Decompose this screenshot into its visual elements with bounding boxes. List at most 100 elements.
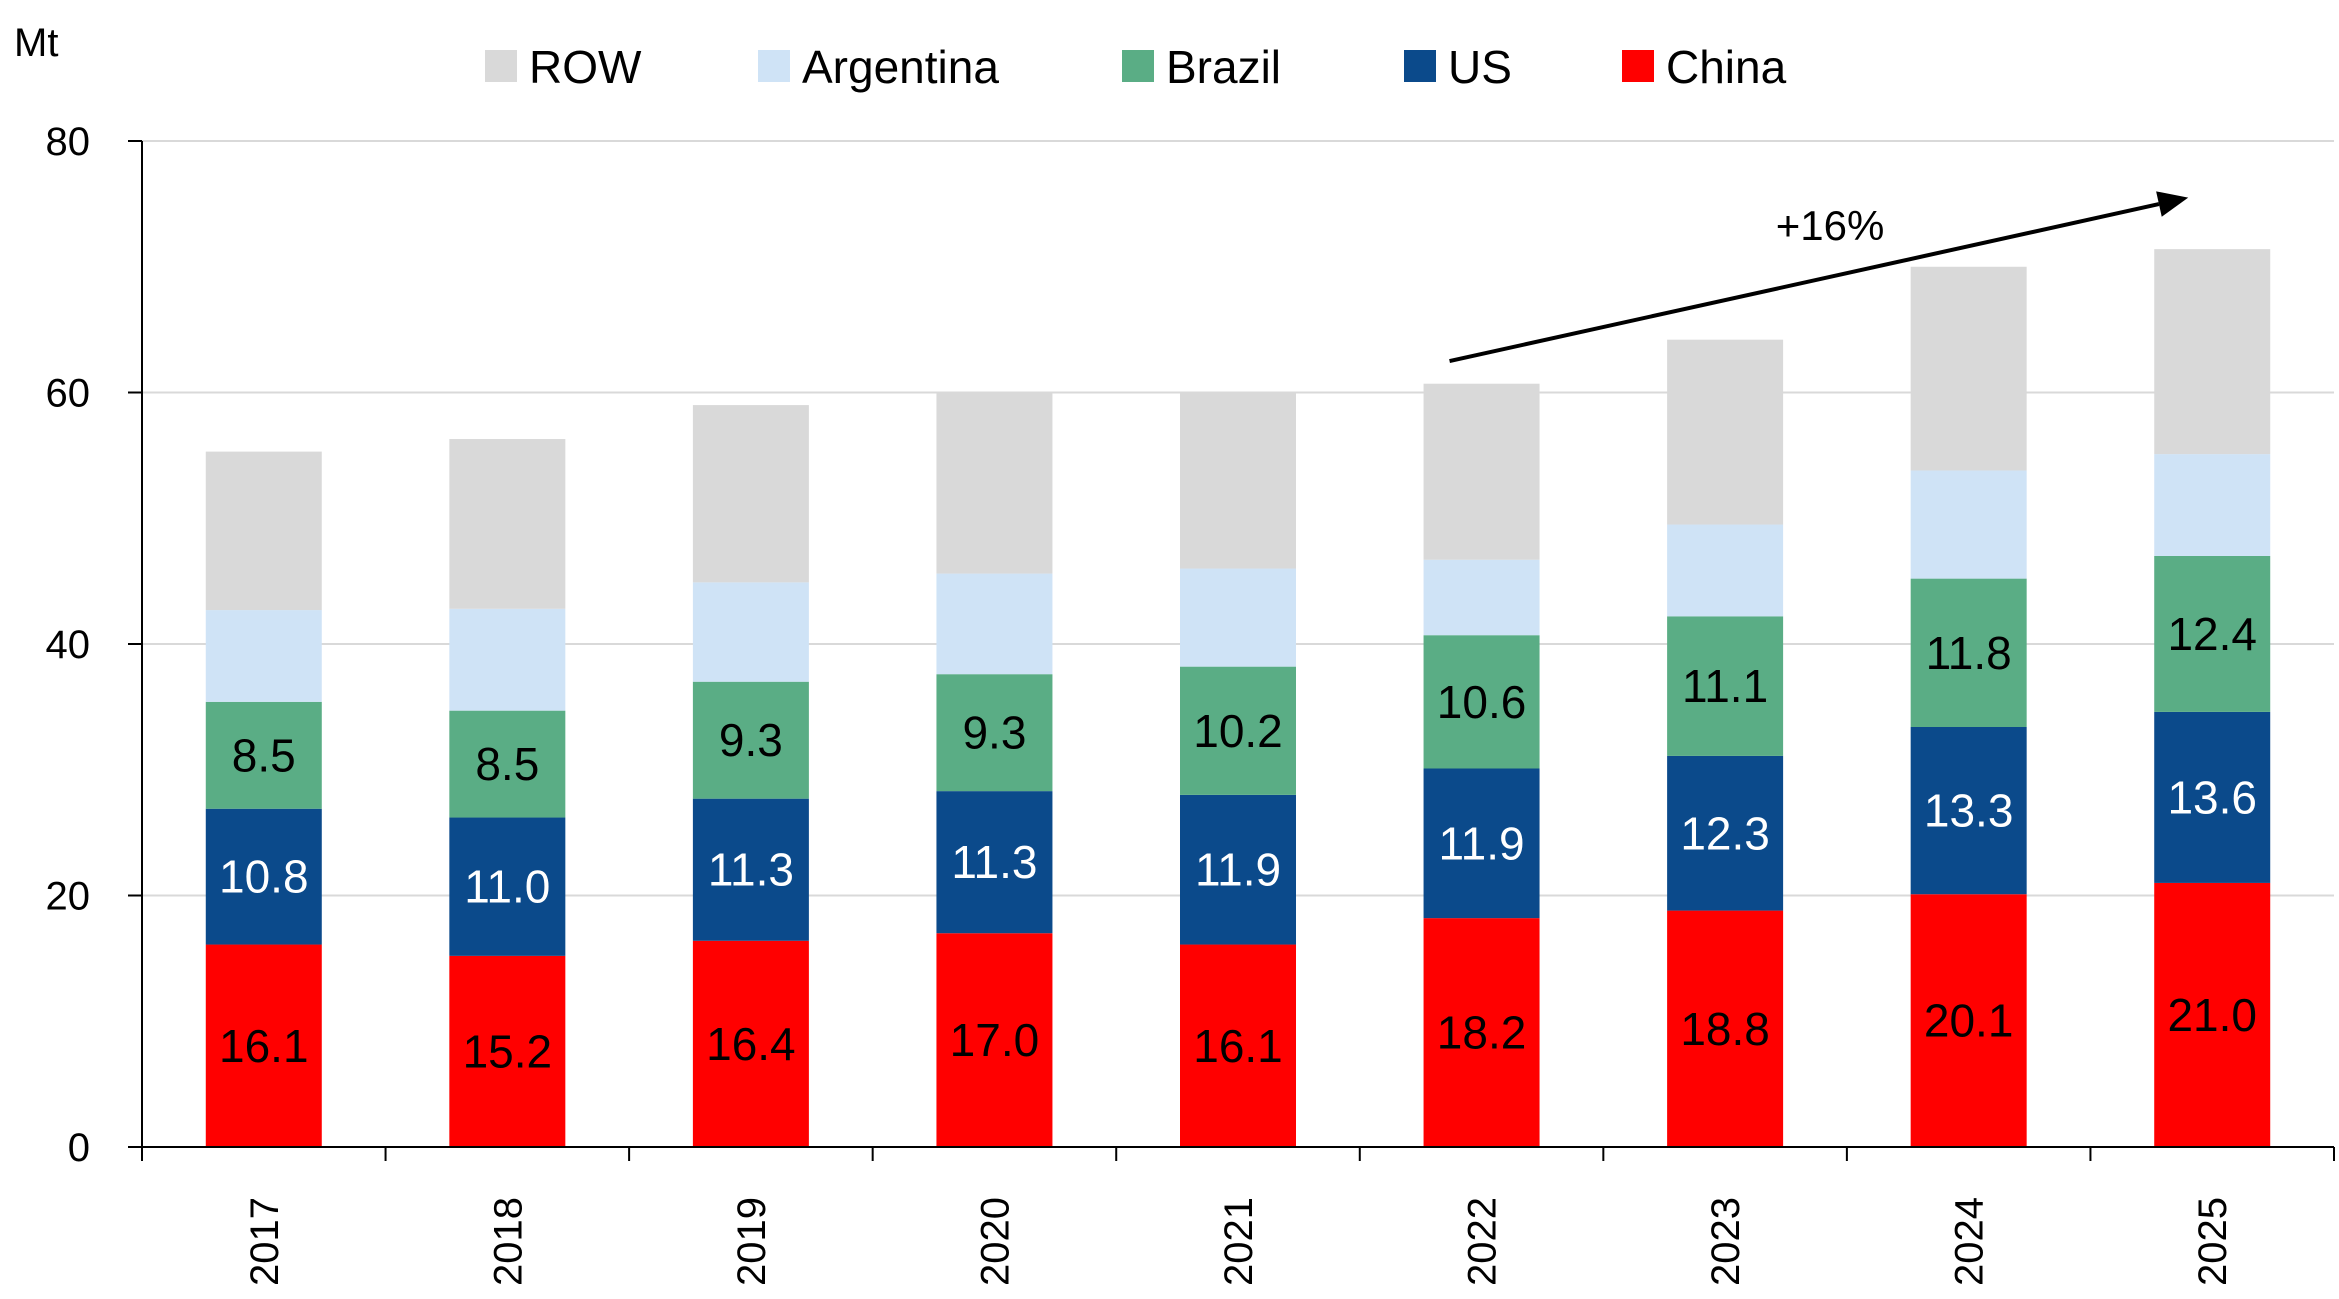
bar-us-2022 [1423,768,1540,919]
bar-brazil-2019 [692,681,809,799]
data-label-us-2019: 11.3 [708,844,794,896]
bar-china-2018 [449,955,566,1147]
legend-label-china: China [1666,41,1787,93]
bar-china-2025 [2154,882,2271,1147]
bar-row-2024 [1910,266,2027,471]
bar-brazil-2017 [205,701,322,809]
bar-argentina-2022 [1423,559,1540,636]
data-label-brazil-2017: 8.5 [232,729,296,781]
bar-china-2021 [1180,944,1296,1147]
bar-argentina-2021 [1180,568,1296,667]
data-label-us-2021: 11.9 [1195,844,1281,896]
bar-china-2024 [1910,894,2027,1147]
bar-brazil-2025 [2154,555,2271,712]
data-label-china-2018: 15.2 [463,1025,553,1077]
bar-us-2021 [1180,794,1296,945]
data-label-us-2024: 13.3 [1924,785,2014,837]
data-label-us-2023: 12.3 [1680,807,1770,859]
label-layer: 16.1 10.8 8.5 15.2 11.0 8.5 16.4 11.3 9.3 17.0 11.… [219,608,2257,1077]
data-label-china-2021: 16.1 [1193,1020,1283,1072]
bar-us-2025 [2154,711,2271,883]
data-label-china-2022: 18.2 [1437,1007,1527,1059]
y-axis-unit: Mt [14,21,58,65]
legend: ROW Argentina Brazil US China [485,41,1787,93]
axis-layer: 0 20 40 60 80 2017 2018 2019 2020 2021 2022 2023 202… [14,21,2335,1286]
bar-argentina-2018 [449,608,566,711]
bar-us-2017 [205,808,322,945]
data-label-brazil-2018: 8.5 [475,738,539,790]
legend-swatch-china [1622,50,1654,82]
growth-arrow-head [2156,191,2189,217]
data-label-us-2018: 11.0 [464,861,550,913]
x-tick-label: 2019 [730,1197,774,1286]
bar-argentina-2025 [2154,454,2271,556]
legend-swatch-row [485,50,517,82]
data-label-brazil-2020: 9.3 [962,707,1026,759]
y-tick-label: 20 [46,875,91,919]
bar-brazil-2021 [1180,666,1296,795]
x-tick-label: 2021 [1217,1197,1261,1286]
data-label-us-2025: 13.6 [2167,771,2257,823]
data-label-china-2017: 16.1 [219,1020,309,1072]
bar-china-2020 [936,933,1053,1147]
legend-swatch-argentina [758,50,790,82]
bar-us-2020 [936,791,1053,934]
bar-row-2017 [205,451,322,611]
bar-row-2020 [936,392,1053,574]
x-tick-label: 2022 [1461,1197,1505,1286]
data-label-brazil-2025: 12.4 [2167,608,2257,660]
data-label-us-2017: 10.8 [219,851,309,903]
legend-label-argentina: Argentina [802,41,999,93]
bar-row-2023 [1667,339,1784,525]
data-label-us-2020: 11.3 [951,836,1037,888]
x-tick-label: 2020 [973,1197,1017,1286]
bar-brazil-2018 [449,710,566,818]
legend-label-us: US [1448,41,1512,93]
x-tick-label: 2018 [486,1197,530,1286]
bar-layer [205,249,2271,1147]
growth-arrow-line [1449,202,2160,364]
bar-brazil-2020 [936,674,1053,792]
bar-row-2018 [449,439,566,609]
data-label-china-2019: 16.4 [706,1018,796,1070]
bar-us-2023 [1667,755,1784,911]
bar-argentina-2024 [1910,470,2027,579]
data-label-china-2023: 18.8 [1680,1003,1770,1055]
bar-row-2025 [2154,249,2271,455]
y-tick-label: 60 [46,372,91,416]
bar-argentina-2017 [205,610,322,702]
growth-annotation-label: +16% [1776,202,1885,249]
data-label-brazil-2019: 9.3 [719,714,783,766]
bar-china-2019 [692,940,809,1147]
data-label-us-2022: 11.9 [1438,817,1524,869]
data-label-brazil-2024: 11.8 [1926,627,2012,679]
bar-row-2019 [692,405,809,583]
legend-swatch-brazil [1122,50,1154,82]
data-label-china-2020: 17.0 [950,1014,1040,1066]
y-tick-label: 40 [46,623,91,667]
y-tick-label: 80 [46,120,91,164]
annotation: +16% [1449,191,2189,364]
bar-argentina-2020 [936,573,1053,675]
x-tick-label: 2024 [1948,1197,1992,1286]
bar-argentina-2019 [692,582,809,682]
bar-china-2022 [1423,918,1540,1147]
bar-row-2021 [1180,392,1296,569]
data-label-china-2025: 21.0 [2167,989,2257,1041]
bar-us-2018 [449,817,566,956]
legend-label-brazil: Brazil [1166,41,1281,93]
bar-us-2019 [692,798,809,941]
data-label-brazil-2021: 10.2 [1193,705,1283,757]
legend-label-row: ROW [529,41,642,93]
bar-china-2017 [205,944,322,1147]
x-tick-label: 2017 [243,1197,287,1286]
y-tick-label: 0 [68,1126,90,1170]
x-tick-label: 2025 [2191,1197,2235,1286]
data-label-brazil-2023: 11.1 [1682,660,1768,712]
x-tick-label: 2023 [1704,1197,1748,1286]
bar-brazil-2022 [1423,635,1540,769]
bar-brazil-2024 [1910,578,2027,727]
data-label-china-2024: 20.1 [1924,995,2014,1047]
